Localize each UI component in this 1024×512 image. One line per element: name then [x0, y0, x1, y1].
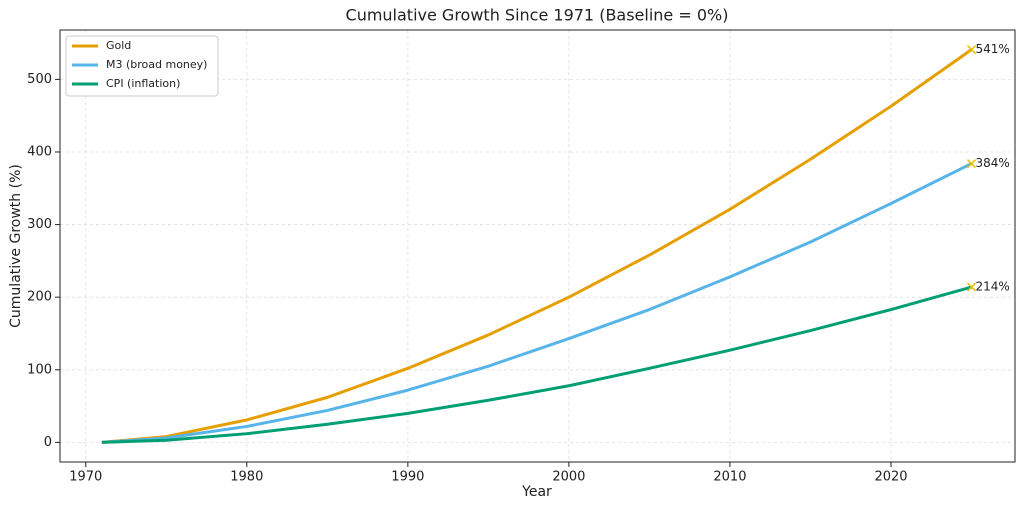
plot-frame [59, 29, 1016, 463]
y-tick-label: 300 [27, 217, 52, 232]
marker-stroke [966, 159, 977, 169]
y-tick-label: 200 [27, 290, 52, 305]
y-tick-label: 0 [44, 435, 52, 450]
legend-label: CPI (inflation) [106, 77, 180, 90]
x-tick-label: 1970 [69, 470, 102, 485]
x-tick-label: 2010 [713, 470, 746, 485]
value-label: 384% [976, 156, 1010, 170]
line-series [101, 285, 972, 444]
legend-label: Gold [106, 39, 131, 52]
y-tick-label: 400 [27, 144, 52, 159]
y-axis-label: Cumulative Growth (%) [8, 164, 24, 328]
marker-stroke [966, 45, 977, 55]
value-label: 541% [976, 42, 1010, 56]
value-label: 214% [976, 280, 1010, 294]
x-tick-label: 1980 [230, 470, 263, 485]
legend-label: M3 (broad money) [106, 58, 207, 71]
x-tick-label: 1990 [391, 470, 424, 485]
line-series [101, 162, 973, 444]
x-tick-label: 2020 [874, 470, 907, 485]
y-tick-label: 500 [27, 72, 52, 87]
x-tick-label: 2000 [552, 470, 585, 485]
line-series [101, 48, 973, 444]
end-marker [966, 282, 977, 292]
end-marker [966, 159, 977, 169]
end-marker [966, 45, 977, 55]
y-tick-label: 100 [27, 362, 52, 377]
legend-box [65, 35, 219, 97]
marker-stroke [966, 282, 977, 292]
chart-title: Cumulative Growth Since 1971 (Baseline =… [346, 6, 729, 25]
x-axis-label: Year [521, 484, 552, 500]
